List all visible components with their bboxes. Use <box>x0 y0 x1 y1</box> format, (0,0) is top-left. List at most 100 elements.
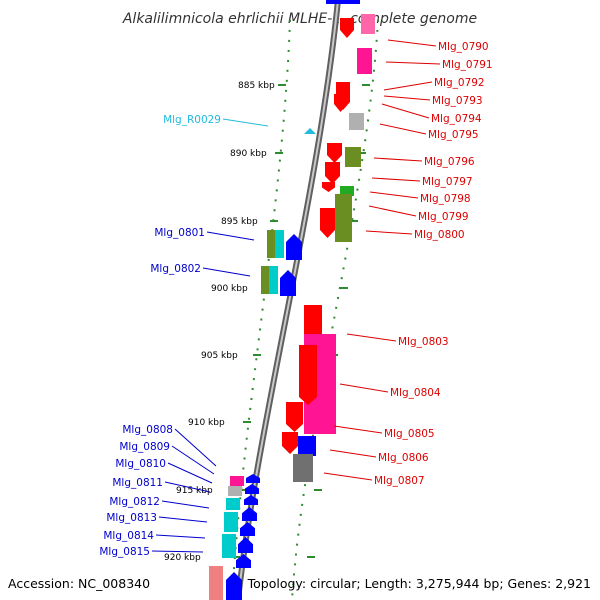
gene-leader-line <box>174 428 217 467</box>
gene-feature-plus <box>327 143 342 163</box>
gene-label: Mlg_0796 <box>424 156 475 168</box>
gene-leader-line <box>369 191 419 199</box>
gene-feature-minus <box>209 566 223 600</box>
ruler-tick-label: 915 kbp <box>176 486 213 496</box>
gene-feature-plus <box>320 208 335 238</box>
gene-feature-minus <box>226 572 242 600</box>
ruler-ticks: 885 kbp 890 kbp 895 kbp 900 kbp 905 kbp 910 k… <box>164 81 370 563</box>
gene-feature-plus <box>299 345 317 405</box>
gene-feature-minus <box>286 234 302 260</box>
ruler-tick-label: 885 kbp <box>238 81 275 91</box>
gene-feature-minus <box>275 230 284 258</box>
gene-leader-line <box>202 267 251 277</box>
gene-feature-plus <box>293 454 313 482</box>
gene-leader-line <box>383 81 433 91</box>
gene-leader-line <box>151 550 204 553</box>
gene-feature-minus <box>228 486 242 496</box>
ruler-tick-label: 910 kbp <box>188 418 225 428</box>
gene-leader-line <box>383 95 431 101</box>
gene-feature-plus <box>340 18 354 38</box>
gene-label: Mlg_0791 <box>442 59 493 71</box>
gene-leader-line <box>167 462 213 484</box>
gene-feature-minus <box>245 484 259 494</box>
gene-feature-plus <box>286 402 303 432</box>
rna-feature <box>304 128 316 134</box>
ruler-tick-label: 905 kbp <box>201 351 238 361</box>
gene-feature-minus <box>280 270 296 296</box>
gene-feature-plus <box>345 147 361 167</box>
gene-leader-line <box>222 118 269 127</box>
genome-summary: Topology: circular; Length: 3,275,944 bp… <box>247 576 591 591</box>
gene-label: Mlg_0814 <box>103 530 154 542</box>
gene-label: Mlg_0803 <box>398 336 449 348</box>
gene-feature-minus <box>224 512 238 532</box>
gene-feature-minus <box>269 266 278 294</box>
gene-label: Mlg_0805 <box>384 428 435 440</box>
gene-leader-line <box>206 231 255 241</box>
gene-feature-minus <box>230 476 244 486</box>
gene-feature-plus <box>334 94 347 112</box>
gene-label: Mlg_0804 <box>390 387 441 399</box>
gene-label: Mlg_0794 <box>431 113 482 125</box>
gene-label: Mlg_0797 <box>422 176 473 188</box>
backbone-highlight <box>237 0 339 600</box>
gene-leader-line <box>368 205 417 217</box>
gene-feature-plus <box>298 436 316 456</box>
gene-feature-minus <box>236 554 251 568</box>
gene-feature-plus <box>325 162 340 184</box>
gene-feature-minus <box>261 266 270 294</box>
gene-leader-line <box>379 123 427 135</box>
ruler-tick-label: 900 kbp <box>211 284 248 294</box>
gene-label: Mlg_0811 <box>112 477 163 489</box>
gene-leader-line <box>385 61 441 65</box>
gene-label: Mlg_0798 <box>420 193 471 205</box>
gene-leader-line <box>323 472 373 481</box>
gene-label: Mlg_0800 <box>414 229 465 241</box>
gene-label: Mlg_0810 <box>115 458 166 470</box>
gene-features <box>209 0 375 600</box>
gene-leader-line <box>373 157 423 162</box>
gene-label: Mlg_0802 <box>150 263 201 275</box>
gene-feature-minus <box>246 474 260 483</box>
gene-feature-minus <box>226 498 240 510</box>
gene-feature-plus <box>326 0 360 4</box>
gene-label: Mlg_0793 <box>432 95 483 107</box>
gene-leader-line <box>365 230 413 235</box>
gene-feature-minus <box>267 230 276 258</box>
gene-feature-plus <box>361 14 375 34</box>
gene-label: Mlg_0792 <box>434 77 485 89</box>
gene-label: Mlg_0801 <box>154 227 205 239</box>
gene-leader-line <box>158 516 208 523</box>
gene-leader-line <box>164 481 211 493</box>
gene-leader-line <box>171 445 215 475</box>
gene-feature-plus <box>357 48 372 74</box>
gene-label: Mlg_R0029 <box>163 114 221 126</box>
gene-feature-plus <box>282 432 298 454</box>
gene-label: Mlg_0806 <box>378 452 429 464</box>
gene-leader-line <box>387 39 437 47</box>
gene-feature-plus <box>322 182 335 192</box>
accession-label: Accession: NC_008340 <box>8 576 150 591</box>
map-title: Alkalilimnicola ehrlichii MLHE-1, comple… <box>122 11 477 27</box>
gene-leader-line <box>371 177 421 182</box>
gene-label: Mlg_0799 <box>418 211 469 223</box>
ruler-tick-label: 890 kbp <box>230 149 267 159</box>
gene-feature-minus <box>244 495 258 505</box>
ruler-tick-label: 895 kbp <box>221 217 258 227</box>
ruler-line-inner <box>231 19 291 600</box>
gene-label: Mlg_0809 <box>119 441 170 453</box>
gene-leader-line <box>155 534 206 539</box>
gene-feature-minus <box>242 507 257 521</box>
gene-leader-line <box>161 500 210 509</box>
gene-feature-minus <box>240 522 255 536</box>
gene-leader-line <box>346 333 397 342</box>
gene-feature-plus <box>349 113 364 130</box>
gene-feature-plus <box>340 186 354 196</box>
gene-label: Mlg_0795 <box>428 129 479 141</box>
ruler-tick-label: 920 kbp <box>164 553 201 563</box>
gene-feature-minus <box>222 534 236 558</box>
gene-labels: Mlg_0790 Mlg_0791 Mlg_0792 Mlg_0793 Mlg_0794… <box>99 39 493 558</box>
gene-leader-line <box>381 103 430 119</box>
gene-leader-line <box>333 425 383 434</box>
